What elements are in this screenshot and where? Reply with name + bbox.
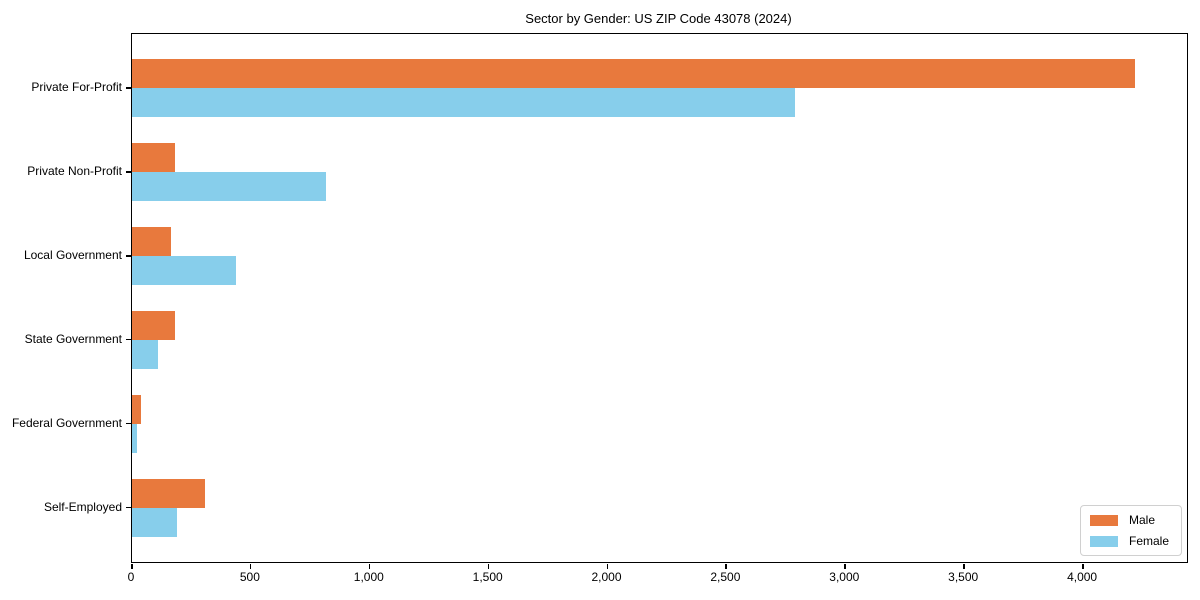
x-axis-tick bbox=[487, 564, 490, 569]
bar-female-private-for-profit bbox=[132, 88, 796, 117]
x-axis-tick bbox=[368, 564, 371, 569]
y-axis-tick bbox=[126, 422, 131, 425]
x-tick-label-1-000: 1,000 bbox=[353, 570, 384, 584]
legend-label-male: Male bbox=[1128, 513, 1155, 527]
bar-female-federal-government bbox=[132, 424, 137, 453]
x-tick-label-2-500: 2,500 bbox=[710, 570, 741, 584]
x-axis-tick bbox=[963, 564, 965, 569]
legend-swatch-female bbox=[1089, 535, 1118, 547]
y-tick-label-state-government: State Government bbox=[24, 331, 122, 346]
x-tick-label-4-000: 4,000 bbox=[1067, 570, 1098, 584]
bar-male-local-government bbox=[132, 227, 172, 256]
bar-male-private-non-profit bbox=[132, 143, 176, 172]
legend-row-female: Female bbox=[1089, 534, 1169, 548]
bar-male-self-employed bbox=[132, 479, 205, 508]
bar-female-local-government bbox=[132, 256, 236, 285]
bar-female-self-employed bbox=[132, 508, 178, 537]
y-axis-tick bbox=[126, 338, 131, 341]
x-axis-tick bbox=[844, 564, 846, 569]
y-tick-label-self-employed: Self-Employed bbox=[43, 499, 122, 514]
legend-row-male: Male bbox=[1089, 513, 1169, 527]
plot-area: Male Female bbox=[131, 33, 1188, 563]
legend-swatch-male bbox=[1089, 514, 1118, 526]
legend-label-female: Female bbox=[1128, 534, 1169, 548]
x-axis-tick bbox=[1082, 564, 1084, 569]
bar-male-federal-government bbox=[132, 395, 141, 424]
bar-male-state-government bbox=[132, 311, 176, 340]
y-tick-label-local-government: Local Government bbox=[23, 248, 122, 263]
x-axis-tick bbox=[725, 564, 727, 569]
legend: Male Female bbox=[1079, 505, 1182, 556]
y-axis-tick bbox=[126, 171, 131, 173]
x-axis-tick bbox=[131, 564, 133, 569]
bar-female-private-non-profit bbox=[132, 172, 326, 201]
x-axis-tick bbox=[606, 564, 608, 569]
bar-female-state-government bbox=[132, 340, 159, 369]
x-axis-tick bbox=[249, 564, 252, 569]
x-tick-label-500: 500 bbox=[239, 570, 260, 584]
y-tick-label-private-for-profit: Private For-Profit bbox=[31, 80, 122, 95]
x-tick-label-2-000: 2,000 bbox=[591, 570, 622, 584]
x-tick-label-0: 0 bbox=[127, 570, 135, 584]
chart-title: Sector by Gender: US ZIP Code 43078 (202… bbox=[525, 11, 792, 26]
y-axis-tick bbox=[126, 255, 131, 257]
y-tick-label-private-non-profit: Private Non-Profit bbox=[27, 164, 122, 179]
x-tick-label-1-500: 1,500 bbox=[472, 570, 503, 584]
y-axis-tick bbox=[126, 506, 131, 509]
x-tick-label-3-000: 3,000 bbox=[829, 570, 860, 584]
y-axis-tick bbox=[126, 87, 131, 89]
x-tick-label-3-500: 3,500 bbox=[948, 570, 979, 584]
bar-male-private-for-profit bbox=[132, 59, 1136, 88]
y-tick-label-federal-government: Federal Government bbox=[11, 415, 122, 430]
